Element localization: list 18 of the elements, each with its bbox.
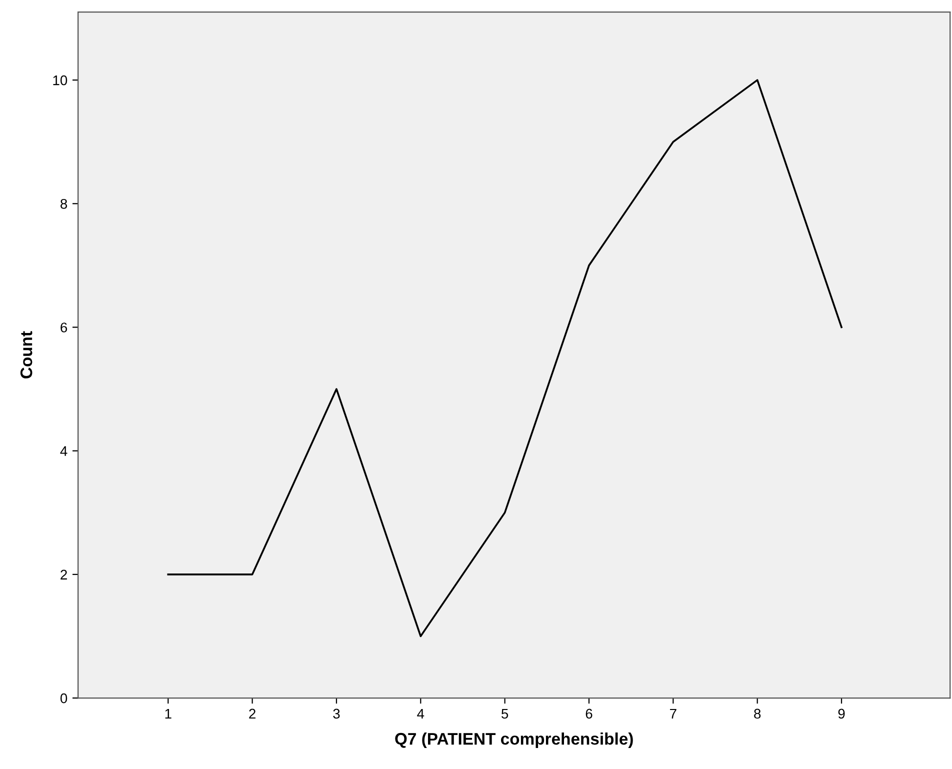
- y-tick-label: 10: [53, 75, 68, 86]
- x-tick-label: 1: [165, 708, 172, 719]
- x-tick-label: 3: [333, 708, 340, 719]
- x-tick-label: 7: [670, 708, 676, 719]
- x-tick-label: 2: [249, 708, 256, 719]
- y-tick-label: 6: [60, 322, 68, 332]
- x-tick-label: 5: [502, 708, 508, 719]
- x-tick-label: 4: [417, 708, 424, 719]
- x-tick-label: 8: [754, 708, 761, 719]
- y-tick-label: 2: [60, 570, 67, 580]
- y-axis-title: Count: [20, 331, 32, 378]
- y-tick-label: 0: [60, 693, 68, 704]
- line-series: [167, 79, 842, 638]
- x-tick-label: 6: [586, 708, 592, 719]
- y-tick-label: 8: [60, 198, 68, 209]
- x-axis-title: Q7 (PATIENT comprehensible): [395, 732, 633, 748]
- x-tick-label: 9: [838, 708, 845, 719]
- y-tick-label: 4: [60, 446, 68, 456]
